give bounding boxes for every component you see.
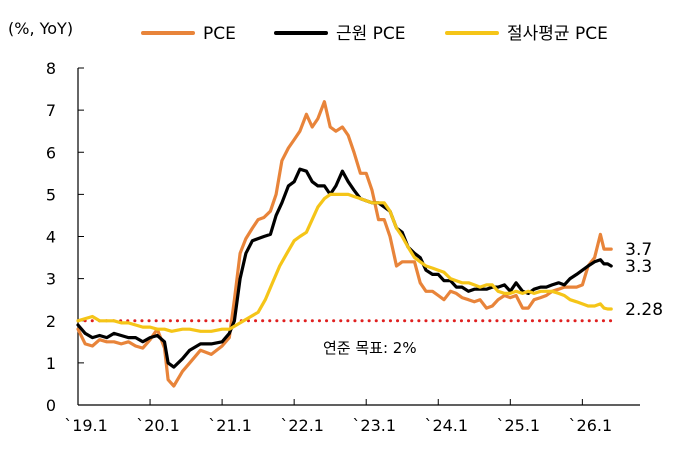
target-annotation: 연준 목표: 2% bbox=[323, 339, 417, 357]
series-line-pce bbox=[76, 100, 613, 388]
x-axis: `19.1 `20.1 `21.1 `22.1 `23.1 `24.1 `25.1 `26.1 bbox=[64, 399, 640, 435]
x-tick-label: `23.1 bbox=[352, 416, 396, 435]
series-line-core-pce bbox=[76, 167, 613, 369]
unit-label: (%, YoY) bbox=[8, 19, 73, 38]
y-tick-label: 8 bbox=[46, 59, 56, 78]
y-tick-label: 3 bbox=[46, 270, 56, 289]
end-label-pce: 3.7 bbox=[625, 240, 652, 260]
legend: PCE 근원 PCE 절사평균 PCE bbox=[141, 24, 608, 44]
x-tick-label: `22.1 bbox=[280, 416, 324, 435]
y-tick-label: 7 bbox=[46, 101, 56, 120]
x-tick-label: `25.1 bbox=[496, 416, 540, 435]
y-tick-label: 4 bbox=[46, 228, 56, 247]
series-line-trimmed-mean-pce bbox=[76, 192, 613, 333]
x-tick-label: `20.1 bbox=[136, 416, 180, 435]
end-labels: 3.73.3 2.28 bbox=[625, 240, 663, 320]
legend-label-trimmed-mean-pce: 절사평균 PCE bbox=[507, 24, 608, 44]
x-tick-label: `26.1 bbox=[569, 416, 613, 435]
x-tick-label: `21.1 bbox=[208, 416, 252, 435]
y-axis: 0 1 2 3 4 5 6 7 8 bbox=[46, 59, 84, 415]
legend-label-core-pce: 근원 PCE bbox=[336, 24, 406, 44]
y-tick-label: 1 bbox=[46, 354, 56, 373]
end-label-trimmed-mean-pce: 2.28 bbox=[625, 300, 663, 320]
y-tick-label: 6 bbox=[46, 143, 56, 162]
y-tick-label: 2 bbox=[46, 312, 56, 331]
x-tick-label: `19.1 bbox=[64, 416, 108, 435]
x-tick-label: `24.1 bbox=[424, 416, 468, 435]
y-tick-label: 0 bbox=[46, 396, 56, 415]
series-group bbox=[76, 100, 613, 388]
y-tick-label: 5 bbox=[46, 185, 56, 204]
end-label-core-pce: 3.3 bbox=[625, 257, 652, 277]
legend-label-pce: PCE bbox=[203, 24, 236, 44]
